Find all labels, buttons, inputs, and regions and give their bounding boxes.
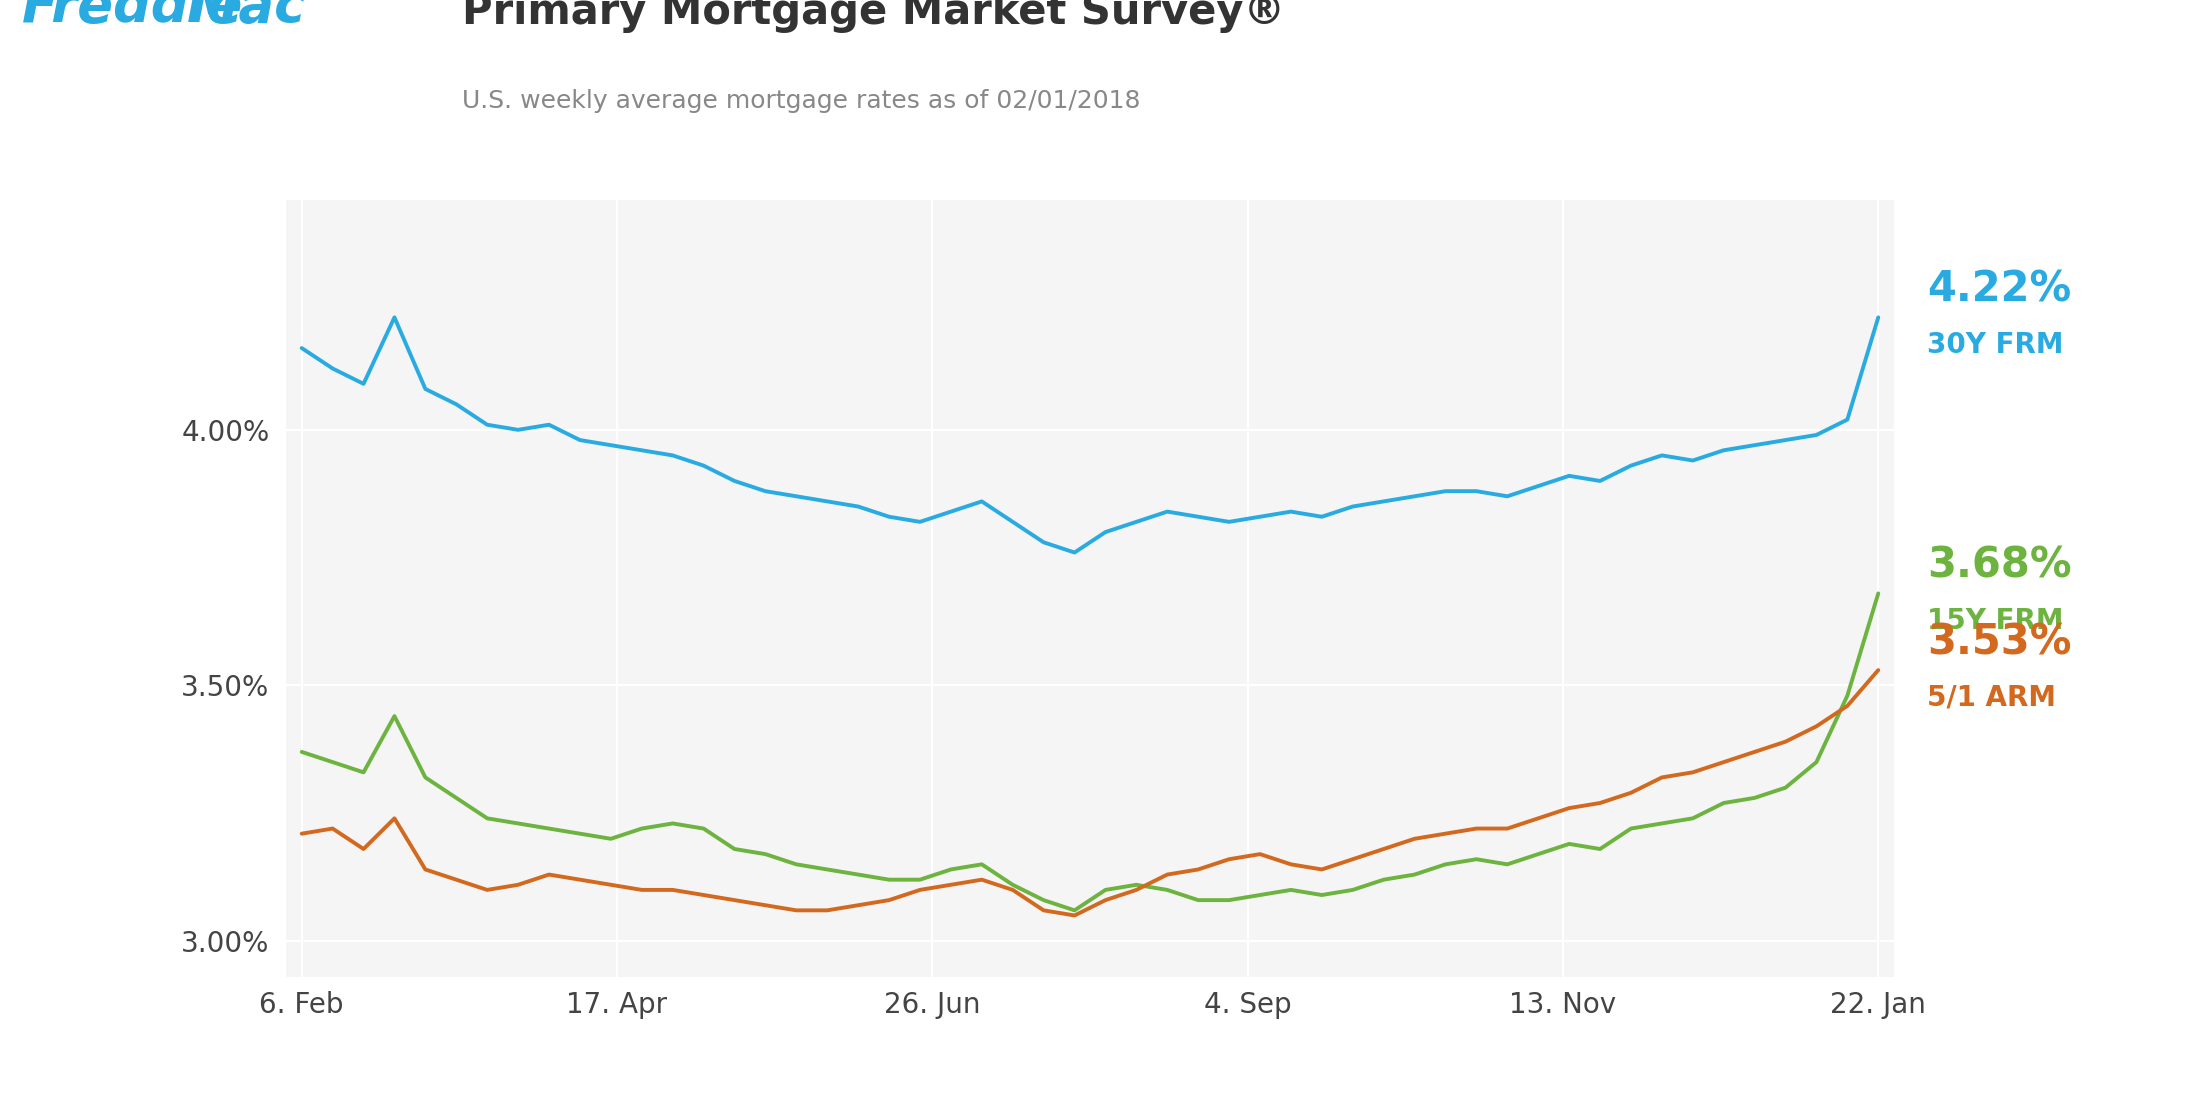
Text: 4.22%: 4.22% — [1927, 269, 2072, 311]
Text: 15Y FRM: 15Y FRM — [1927, 607, 2063, 635]
Text: 5/1 ARM: 5/1 ARM — [1927, 684, 2057, 712]
Text: Primary Mortgage Market Survey®: Primary Mortgage Market Survey® — [462, 0, 1286, 33]
Text: 3.68%: 3.68% — [1927, 545, 2072, 587]
Text: U.S. weekly average mortgage rates as of 02/01/2018: U.S. weekly average mortgage rates as of… — [462, 89, 1141, 113]
Text: Freddie: Freddie — [22, 0, 244, 33]
Text: Mac: Mac — [187, 0, 306, 33]
Text: 30Y FRM: 30Y FRM — [1927, 331, 2063, 360]
Text: 3.53%: 3.53% — [1927, 622, 2072, 664]
